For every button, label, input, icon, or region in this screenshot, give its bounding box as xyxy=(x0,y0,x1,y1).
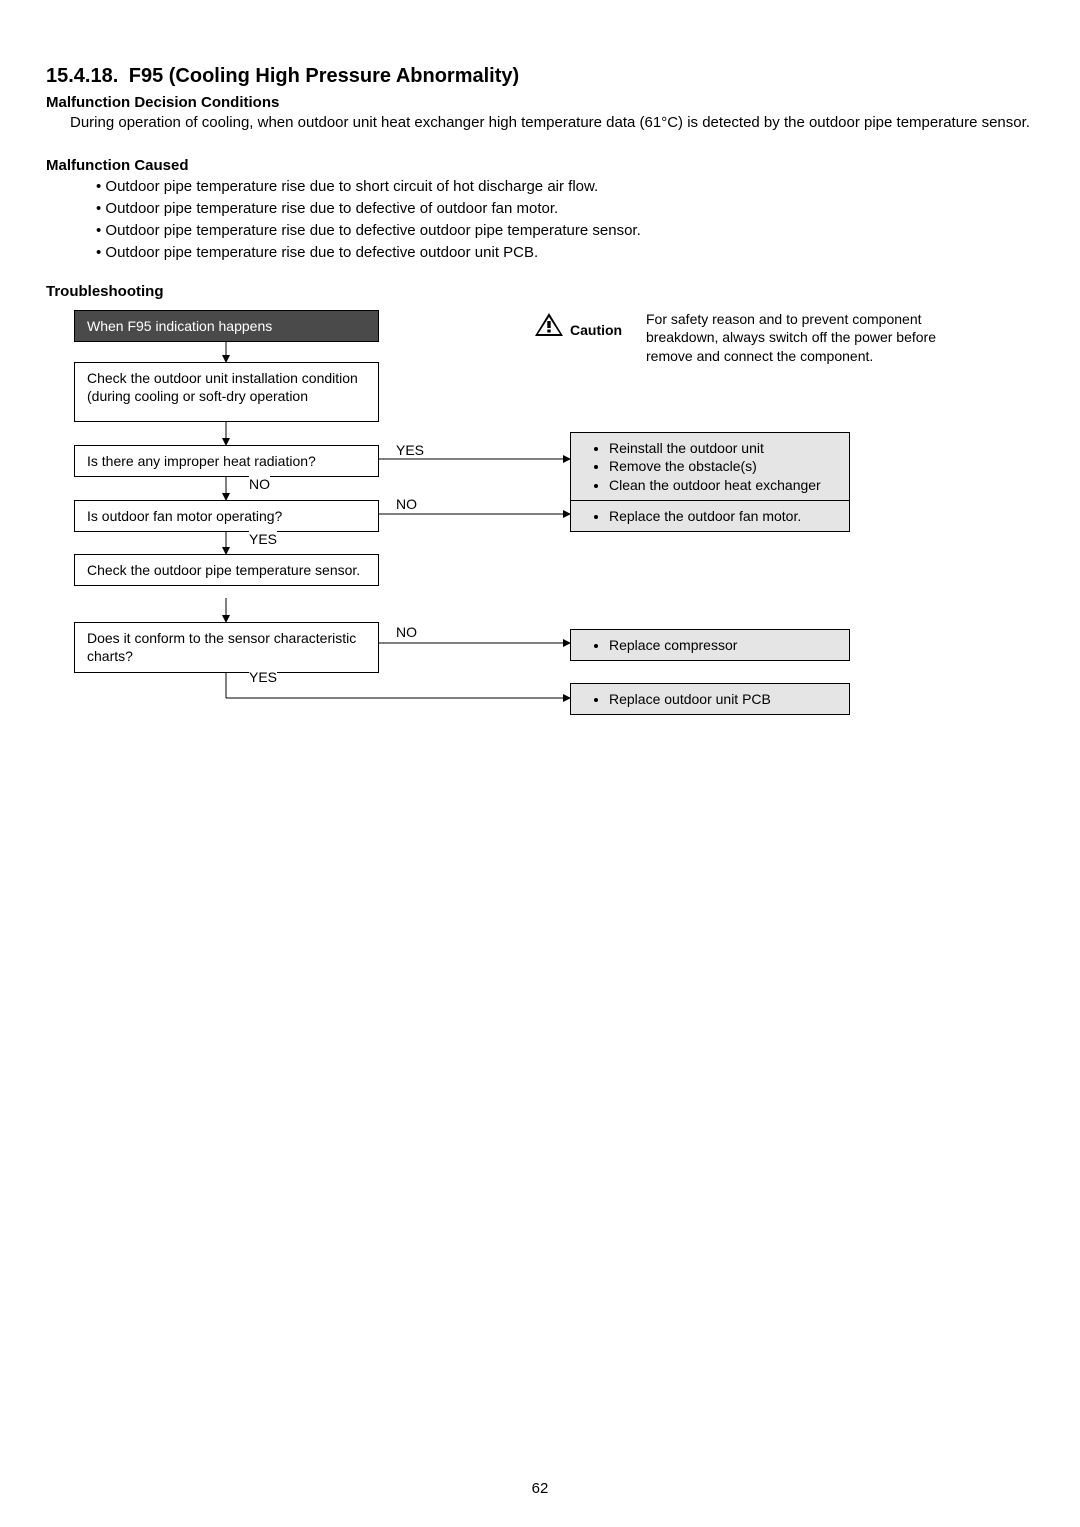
flow-conform: Does it conform to the sensor characteri… xyxy=(74,622,379,672)
flow-replace-comp: Replace compressor xyxy=(570,629,850,661)
flow-reinstall-item: Remove the obstacle(s) xyxy=(609,457,837,475)
section-number: 15.4.18. xyxy=(46,65,118,87)
caused-item: Outdoor pipe temperature rise due to def… xyxy=(96,220,1034,242)
flow-replace-comp-item: Replace compressor xyxy=(609,636,837,654)
label-yes: YES xyxy=(396,442,424,458)
flow-reinstall-item: Reinstall the outdoor unit xyxy=(609,439,837,457)
label-no: NO xyxy=(396,496,417,512)
flow-replace-fan-item: Replace the outdoor fan motor. xyxy=(609,507,837,525)
troubleshooting-heading: Troubleshooting xyxy=(46,283,1034,300)
flow-replace-fan: Replace the outdoor fan motor. xyxy=(570,500,850,532)
caution-label: Caution xyxy=(570,322,622,338)
flow-reinstall: Reinstall the outdoor unit Remove the ob… xyxy=(570,432,850,501)
flow-reinstall-item: Clean the outdoor heat exchanger xyxy=(609,476,837,494)
flow-heat-radiation: Is there any improper heat radiation? xyxy=(74,445,379,477)
caution-text: For safety reason and to prevent compone… xyxy=(646,310,946,365)
flow-start: When F95 indication happens xyxy=(74,310,379,342)
caused-item: Outdoor pipe temperature rise due to def… xyxy=(96,242,1034,264)
section-title: F95 (Cooling High Pressure Abnormality) xyxy=(129,65,519,87)
decision-text: During operation of cooling, when outdoo… xyxy=(70,113,1034,133)
caution-icon xyxy=(534,312,564,338)
label-yes: YES xyxy=(249,531,277,547)
label-no: NO xyxy=(249,476,270,492)
label-no: NO xyxy=(396,624,417,640)
flow-check-install: Check the outdoor unit installation cond… xyxy=(74,362,379,422)
flow-fan-operating: Is outdoor fan motor operating? xyxy=(74,500,379,532)
caused-item: Outdoor pipe temperature rise due to def… xyxy=(96,198,1034,220)
caused-item: Outdoor pipe temperature rise due to sho… xyxy=(96,176,1034,198)
label-yes: YES xyxy=(249,669,277,685)
caused-heading: Malfunction Caused xyxy=(46,157,1034,174)
flow-check-sensor: Check the outdoor pipe temperature senso… xyxy=(74,554,379,586)
flow-replace-pcb-item: Replace outdoor unit PCB xyxy=(609,690,837,708)
flowchart: Caution For safety reason and to prevent… xyxy=(74,310,1044,730)
caused-list: Outdoor pipe temperature rise due to sho… xyxy=(56,176,1034,263)
caution-icon-wrap: Caution xyxy=(534,312,622,338)
page-number: 62 xyxy=(0,1480,1080,1497)
flow-replace-pcb: Replace outdoor unit PCB xyxy=(570,683,850,715)
decision-heading: Malfunction Decision Conditions xyxy=(46,94,1034,111)
